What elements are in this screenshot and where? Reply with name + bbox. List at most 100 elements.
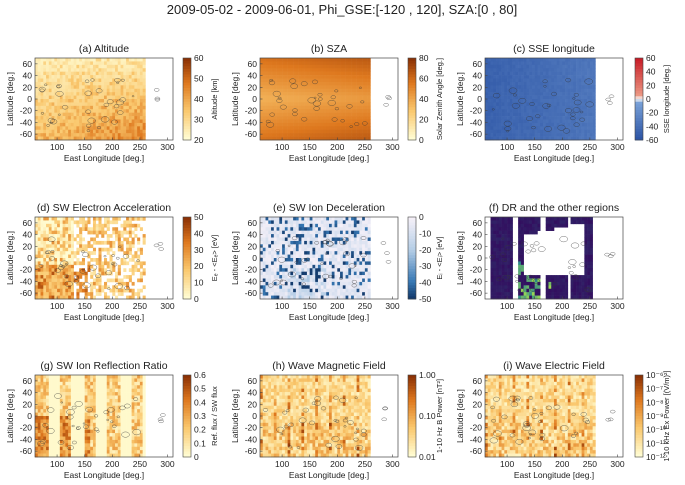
heatmap-cell	[95, 227, 99, 231]
heatmap-cell	[312, 102, 316, 107]
heatmap-cell	[282, 109, 286, 113]
heatmap-cell	[48, 288, 52, 293]
heatmap-cell	[268, 92, 272, 96]
heatmap-cell	[298, 109, 302, 113]
heatmap-cell	[342, 88, 346, 93]
heatmap-cell	[57, 223, 61, 228]
heatmap-cell	[529, 136, 533, 141]
heatmap-cell	[268, 119, 272, 124]
heatmap-cell	[137, 288, 141, 293]
heatmap-cell	[554, 136, 558, 141]
heatmap-cell	[120, 81, 124, 86]
heatmap-cell	[117, 64, 121, 69]
heatmap-cell	[62, 220, 66, 225]
contour-ring	[360, 100, 365, 104]
heatmap-cell	[556, 116, 560, 120]
heatmap-cell	[554, 119, 558, 124]
heatmap-cell	[498, 126, 502, 131]
colorbar-swatch	[635, 99, 643, 103]
heatmap-cell	[356, 126, 360, 131]
heatmap-cell	[101, 109, 105, 113]
heatmap-cell	[340, 264, 344, 269]
contour-ring	[39, 88, 45, 93]
heatmap-cell	[40, 281, 44, 286]
heatmap-cell	[287, 85, 291, 90]
heatmap-cell	[578, 119, 582, 124]
heatmap-cell	[101, 119, 105, 124]
heatmap-cell	[284, 247, 288, 252]
heatmap-cell	[518, 122, 522, 127]
heatmap-cell	[493, 85, 497, 90]
heatmap-cell	[142, 136, 146, 141]
heatmap-cell	[262, 271, 266, 276]
heatmap-cell	[518, 99, 522, 103]
heatmap-cell	[106, 61, 110, 66]
heatmap-cells	[35, 58, 146, 141]
heatmap-cell	[128, 234, 132, 238]
heatmap-cell	[304, 240, 308, 245]
heatmap-cell	[65, 119, 69, 124]
heatmap-cell	[54, 78, 58, 83]
heatmap-cell	[104, 271, 108, 276]
contour-ring	[111, 254, 115, 257]
heatmap-cell	[73, 119, 77, 124]
heatmap-cell	[139, 278, 143, 283]
heatmap-cell	[537, 81, 541, 86]
heatmap-cell	[46, 136, 50, 141]
colorbar-tick-label: 40	[194, 94, 204, 104]
heatmap-cell	[48, 268, 52, 272]
heatmap-cell	[65, 230, 69, 235]
heatmap-cell	[268, 234, 272, 238]
heatmap-cell	[43, 295, 47, 300]
heatmap-cell	[123, 102, 127, 107]
heatmap-cell	[265, 288, 269, 293]
heatmap-cell	[317, 102, 322, 107]
heatmap-cell	[87, 292, 91, 296]
heatmap-cell	[298, 254, 302, 259]
heatmap-cell	[76, 58, 80, 62]
heatmap-cell	[98, 281, 102, 286]
heatmap-cell	[271, 99, 275, 103]
heatmap-cell	[139, 251, 143, 255]
heatmap-cell	[301, 234, 305, 238]
heatmap-cell	[40, 278, 44, 283]
heatmap-cell	[95, 136, 99, 141]
heatmap-cell	[271, 271, 275, 276]
heatmap-cell	[284, 234, 288, 238]
heatmap-cell	[531, 85, 535, 90]
colorbar-swatch	[183, 285, 191, 289]
heatmap-cell	[587, 64, 591, 69]
heatmap-cell	[548, 116, 552, 120]
heatmap-cell	[273, 136, 277, 141]
heatmap-cell	[504, 88, 508, 93]
heatmap-cell	[323, 271, 327, 276]
heatmap-cell	[351, 281, 355, 286]
heatmap-cell	[273, 281, 277, 286]
contour-ring	[272, 279, 281, 286]
heatmap-cell	[98, 254, 102, 259]
heatmap-cell	[537, 102, 541, 107]
heatmap-cell	[493, 61, 497, 66]
heatmap-cell	[554, 126, 558, 131]
heatmap-cell	[331, 275, 335, 279]
heatmap-cell	[301, 223, 305, 228]
heatmap-cell	[520, 126, 524, 131]
heatmap-cell	[268, 109, 272, 113]
heatmap-cell	[515, 116, 519, 120]
heatmap-cell	[304, 288, 308, 293]
heatmap-cell	[279, 85, 283, 90]
heatmap-cell	[106, 217, 110, 221]
heatmap-cell	[139, 288, 143, 293]
contour-ring	[330, 95, 336, 100]
heatmap-cell	[68, 230, 72, 235]
colorbar-swatch	[408, 107, 416, 111]
heatmap-cell	[293, 88, 297, 93]
heatmap-cell	[545, 126, 549, 131]
heatmap-cell	[115, 271, 119, 276]
heatmap-cell	[109, 92, 113, 96]
heatmap-cell	[487, 102, 491, 107]
heatmap-cell	[323, 68, 327, 72]
crustal-contours	[265, 78, 392, 128]
heatmap-cell	[567, 102, 571, 107]
heatmap-cell	[592, 122, 596, 127]
